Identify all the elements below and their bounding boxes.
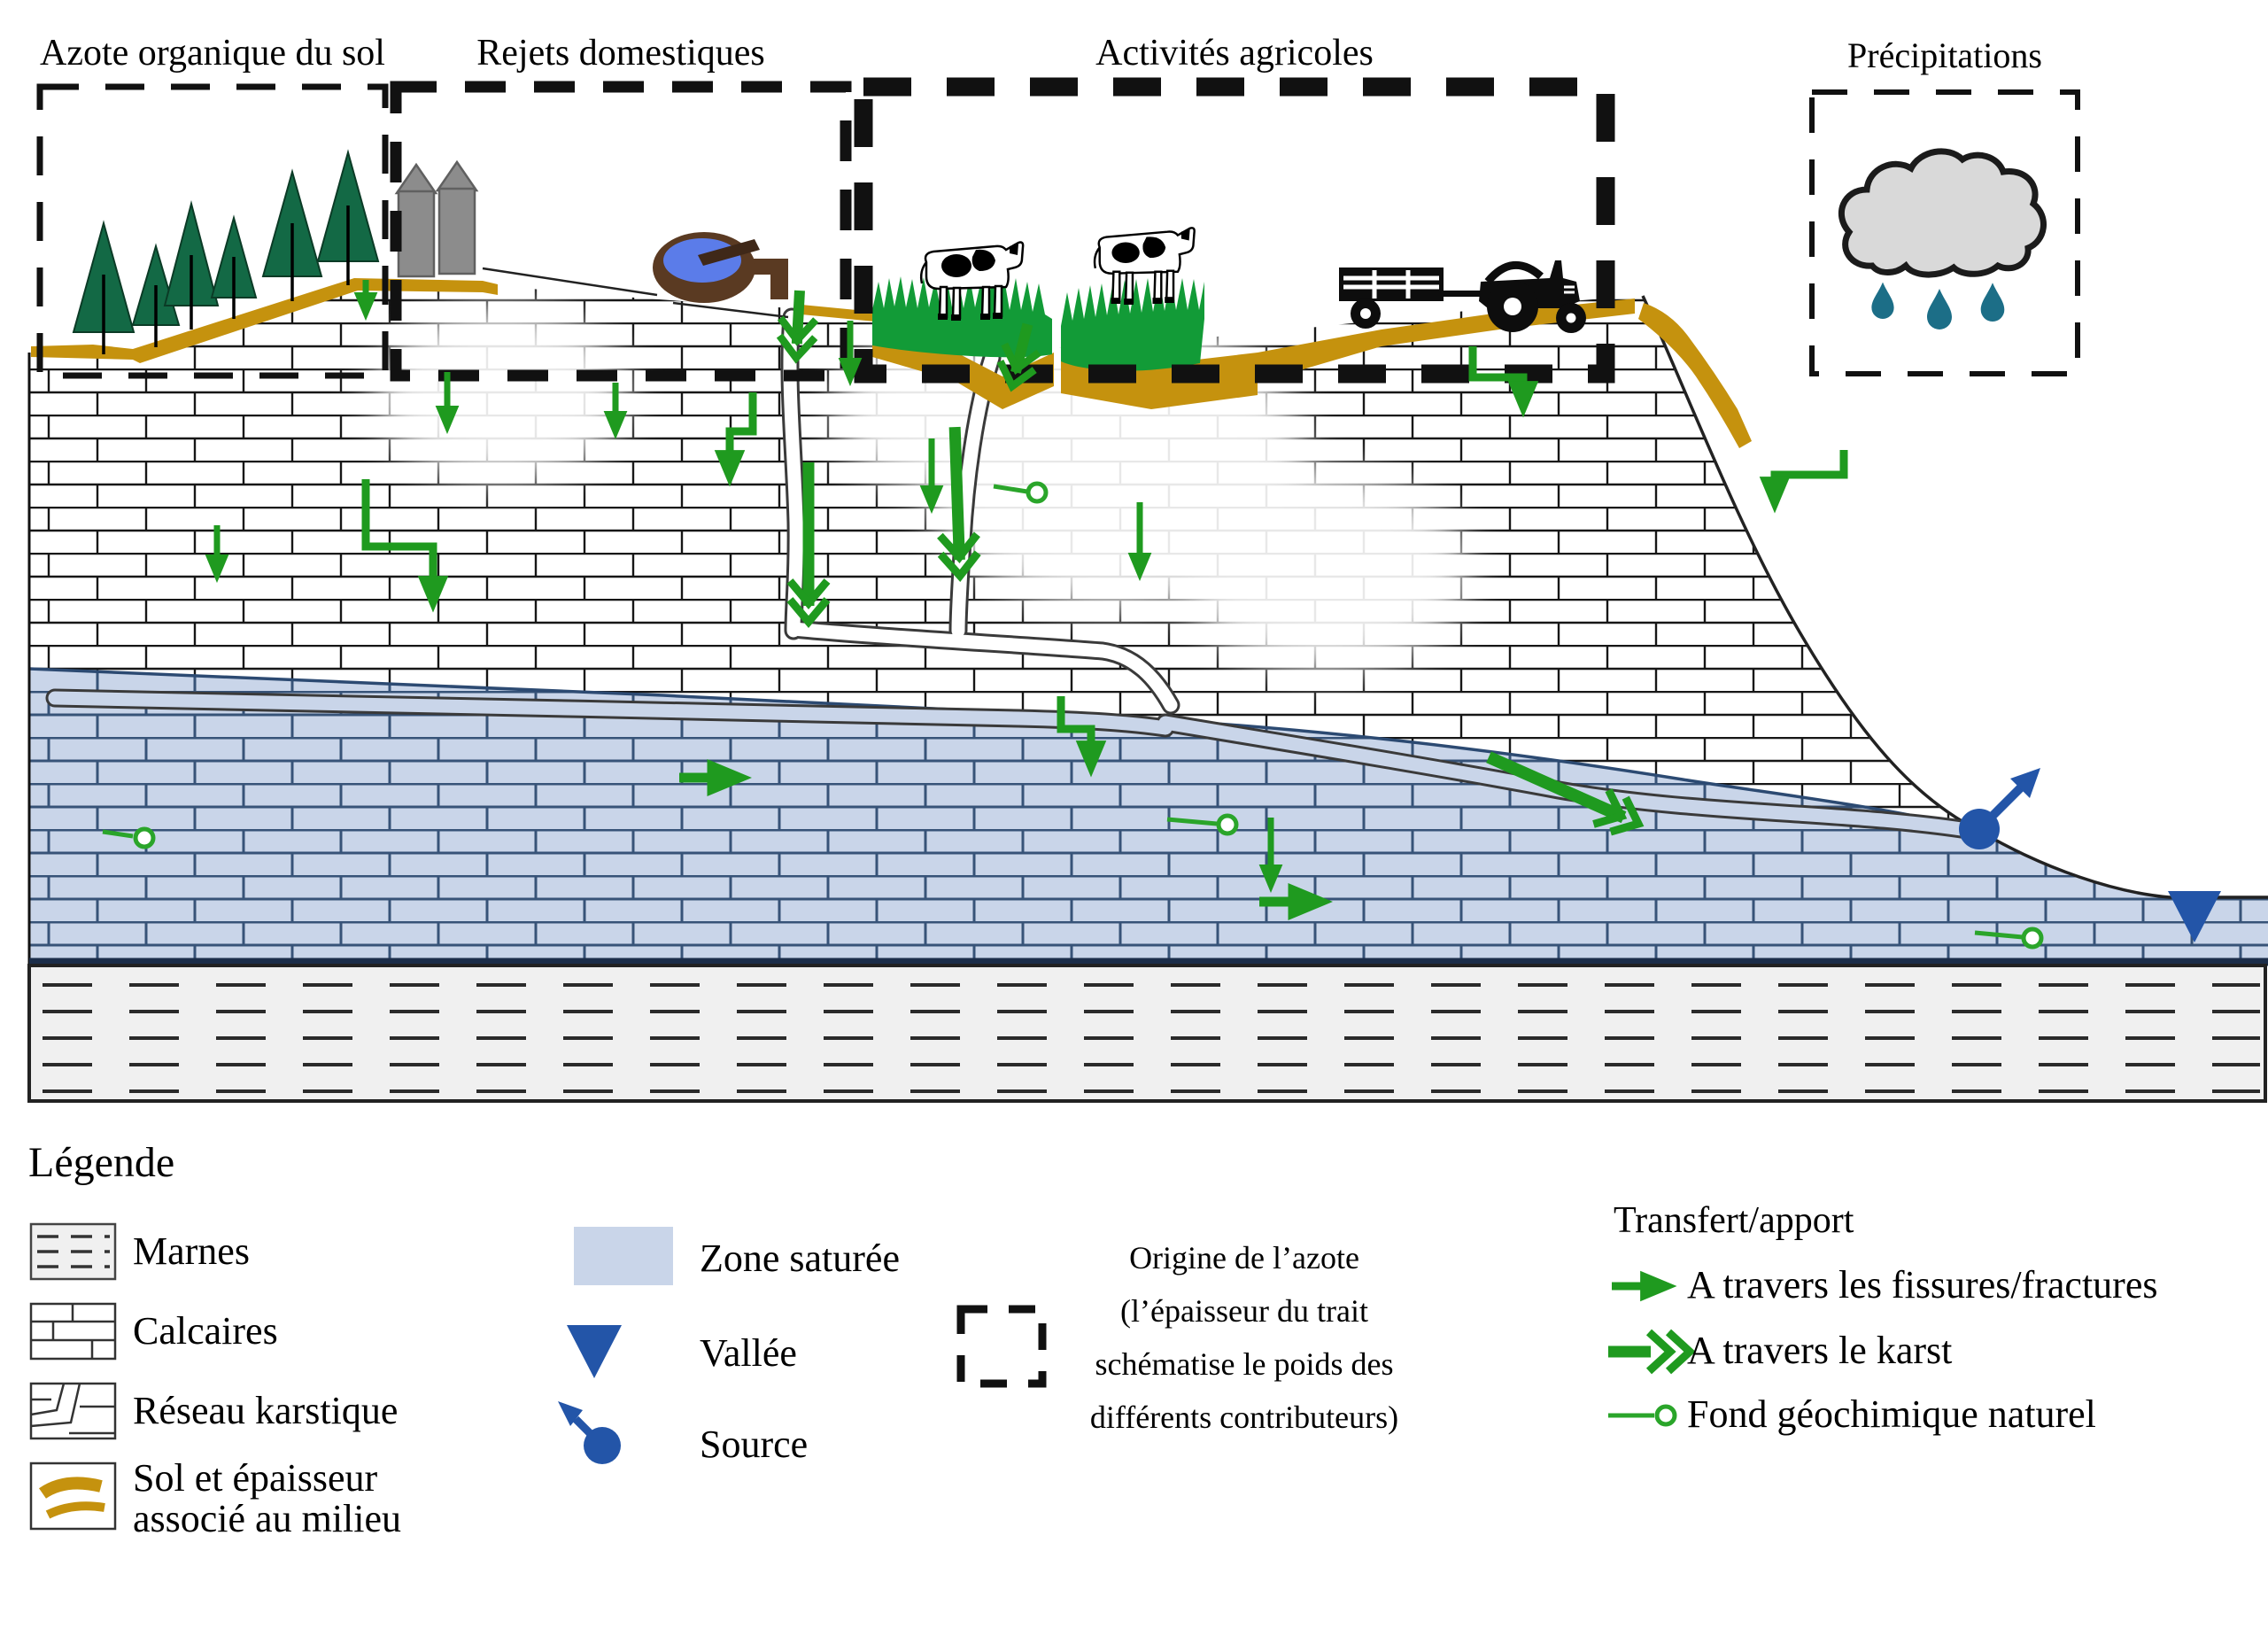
- karst-arrow: [937, 426, 981, 582]
- surface-line: [482, 267, 658, 297]
- tree-icon: [163, 200, 220, 330]
- origin-box-precipitation: [1809, 89, 2080, 376]
- nitrogen-origin-boxes: [36, 77, 2080, 384]
- raindrop-icon: [1871, 282, 2005, 330]
- origin-box-domestic: [390, 81, 852, 382]
- karst-arrow: [776, 290, 819, 364]
- fissure-elbow-arrow: [361, 479, 449, 613]
- cow-icon: [919, 241, 1025, 321]
- tree-icon: [210, 214, 258, 319]
- karst-arrow: [996, 322, 1041, 392]
- origin-box-label-domestic: Rejets domestiques: [476, 33, 765, 74]
- settling-basin-icon: [653, 232, 788, 303]
- karst-arrow: [1486, 751, 1645, 836]
- silos: [394, 159, 479, 278]
- geochem-marker: [993, 481, 1049, 504]
- calcaires-swatch: [29, 1302, 117, 1361]
- karst-arrow: [786, 462, 831, 628]
- origin-note-line1: Origine de l’azote: [1129, 1240, 1359, 1275]
- source-icon: [558, 1401, 621, 1464]
- silo-icon: [435, 159, 479, 275]
- source-symbol: [1959, 768, 2040, 849]
- legend-label-zone-saturee: Zone saturée: [700, 1237, 900, 1280]
- legend-label-sol-line1: Sol et épaisseur: [133, 1456, 378, 1500]
- origin-note-line2: (l’épaisseur du trait: [1120, 1293, 1368, 1329]
- karst-arrows: [776, 290, 1645, 836]
- legend-transfert-title: Transfert/apport: [1614, 1200, 1854, 1241]
- tree-icon: [72, 220, 135, 354]
- karst-arrow-icon: [1608, 1329, 1696, 1375]
- geochem-icon: [1608, 1404, 1677, 1427]
- legend-label-sol-line2: associé au milieu: [133, 1497, 402, 1540]
- legend-label-reseau-karstique: Réseau karstique: [133, 1389, 399, 1432]
- vallee-icon: [567, 1325, 622, 1378]
- origin-box-label-soil-nitrogen: Azote organique du sol: [40, 33, 385, 74]
- marnes-swatch: [29, 1222, 117, 1281]
- marnes-layer: [27, 958, 2268, 1103]
- fissure-elbow-arrow: [1759, 450, 1848, 514]
- zone-saturee-swatch: [574, 1227, 673, 1285]
- legend-title: Légende: [28, 1139, 175, 1186]
- geochem-marker: [102, 826, 156, 849]
- origin-note-line4: différents contributeurs): [1089, 1400, 1399, 1435]
- valley-symbol: [2168, 891, 2221, 942]
- geochemical-markers: [102, 481, 2044, 950]
- origin-box-label-precipitation: Précipitations: [1847, 35, 2042, 75]
- slope-line: [1641, 295, 2268, 899]
- origin-box-agriculture: [854, 77, 1615, 384]
- grass-band: [872, 276, 1052, 358]
- fissure-elbow-arrow: [1057, 696, 1107, 778]
- origin-box-icon: [956, 1305, 1047, 1388]
- legend-label-fond-geochimique: Fond géochimique naturel: [1687, 1392, 2096, 1436]
- basin-drain-line: [672, 301, 789, 319]
- fissure-elbow-arrow: [714, 392, 757, 487]
- sol-swatch: [29, 1462, 117, 1531]
- geochem-marker: [1166, 813, 1239, 836]
- silo-icon: [394, 162, 438, 278]
- legend-label-marnes: Marnes: [133, 1229, 250, 1273]
- legend-label-karst: A travers le karst: [1687, 1329, 1953, 1372]
- surface-features: [31, 149, 1752, 448]
- legend-label-fissures: A travers les fissures/fractures: [1687, 1263, 2158, 1306]
- origin-box-label-agriculture: Activités agricoles: [1095, 33, 1374, 74]
- forest: [72, 149, 380, 354]
- fissure-elbow-arrow: [1468, 346, 1539, 418]
- reseau-karstique-swatch: [29, 1382, 117, 1440]
- legend-label-source: Source: [700, 1423, 809, 1466]
- rain-cloud-icon: [1838, 148, 2047, 330]
- transfer-arrows: [102, 280, 2044, 950]
- tree-icon: [316, 149, 380, 285]
- legend-label-vallee: Vallée: [700, 1331, 797, 1375]
- geochem-marker: [1974, 927, 2044, 950]
- legend-label-calcaires: Calcaires: [133, 1309, 278, 1353]
- origin-box-soil-nitrogen: [36, 83, 389, 379]
- tree-icon: [261, 168, 323, 301]
- origin-note-line3: schématise le poids des: [1095, 1346, 1394, 1382]
- legend-icons: [29, 1222, 1696, 1531]
- cow-icon: [1093, 227, 1196, 305]
- tractor-icon: [1339, 260, 1586, 333]
